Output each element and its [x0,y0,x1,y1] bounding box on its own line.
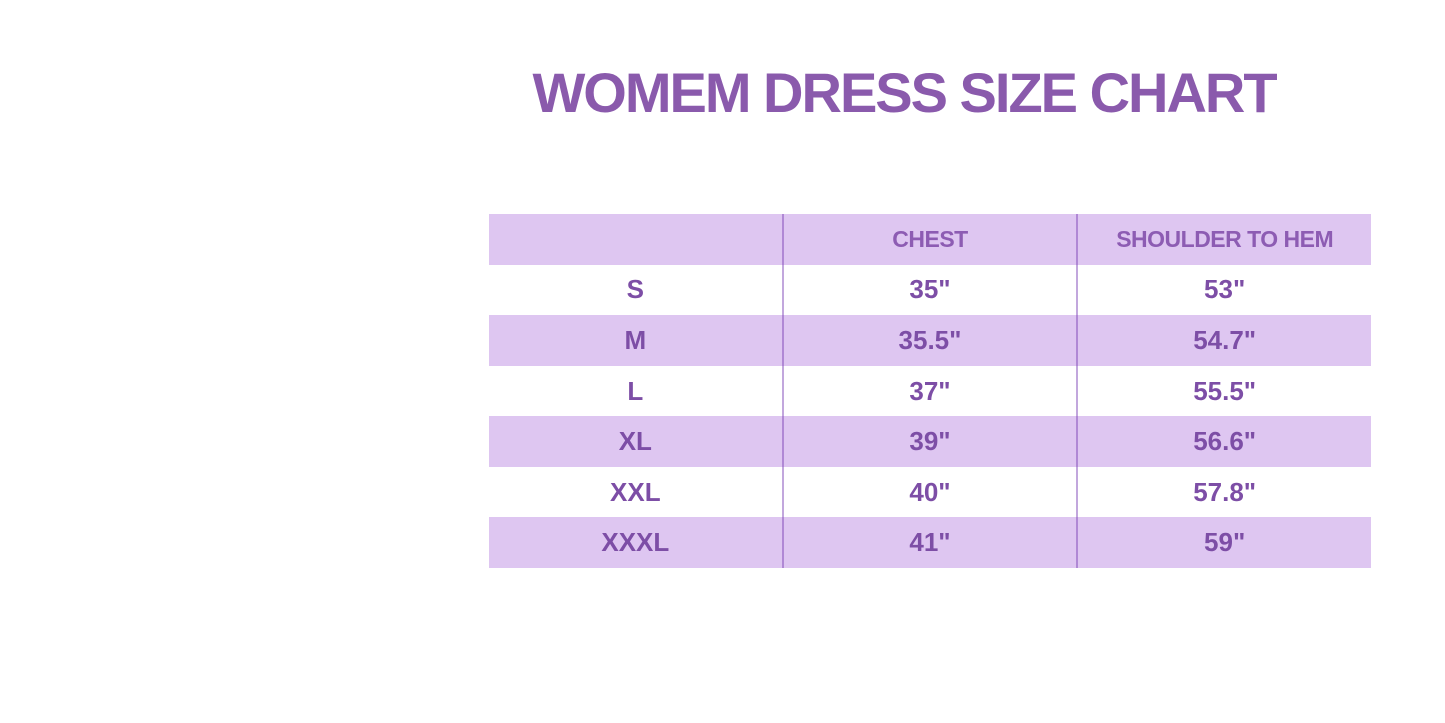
chest-value: 40" [781,466,1079,518]
size-label: S [626,274,644,305]
header-size-cell [489,214,782,265]
shoulder-to-hem-value: 56.6" [1193,426,1257,457]
shoulder-to-hem-value: 53" [1204,274,1246,305]
size-label: XL [618,426,652,457]
size-label: M [624,324,647,355]
table-row-xl: XL 39" 56.6" [489,416,1371,467]
table-header-row: CHEST SHOULDER TO HEM [489,214,1371,265]
table-row-xxxl: XXXL 41" 59" [489,517,1371,569]
table-row-s: S 35" 53" [489,264,1371,316]
size-label: L [627,375,644,406]
shoulder-to-hem-value: 55.5" [1193,375,1257,406]
page-title: WOMEM DRESS SIZE CHART [532,61,1277,124]
shoulder-to-hem-value: 57.8" [1193,476,1257,507]
table-row-m: M 35.5" 54.7" [489,315,1371,366]
shoulder-to-hem-value: 59" [1204,527,1246,558]
chest-value: 41" [781,517,1079,569]
chest-value: 35" [781,264,1079,316]
size-table: CHEST SHOULDER TO HEM S 35" 53" M 35.5" … [489,214,1371,569]
shoulder-to-hem-value: 54.7" [1193,324,1257,355]
header-chest-cell: CHEST [781,214,1079,265]
chest-value: 39" [781,416,1079,467]
chest-value: 35.5" [781,315,1079,366]
chest-value: 37" [781,365,1079,417]
header-shoulder-to-hem-cell: SHOULDER TO HEM [1116,225,1334,252]
size-label: XXL [610,476,661,507]
table-row-xxl: XXL 40" 57.8" [489,466,1371,518]
table-row-l: L 37" 55.5" [489,365,1371,417]
size-label: XXXL [601,527,670,558]
